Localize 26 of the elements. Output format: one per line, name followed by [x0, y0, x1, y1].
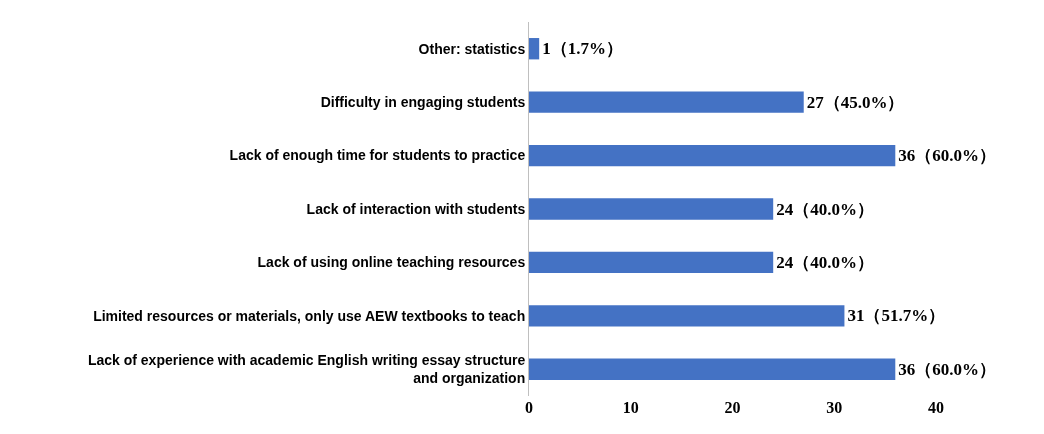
- x-tick-label: 30: [826, 399, 843, 416]
- bar: [529, 305, 845, 327]
- bar: [529, 251, 774, 274]
- y-tick-label: Other: statistics: [418, 40, 526, 57]
- data-label: 36（60.0%）: [898, 146, 997, 166]
- y-tick-label: Lack of experience with academic English writing essay structure and organization: [87, 352, 526, 387]
- bar: [529, 198, 774, 220]
- x-tick-label: 10: [622, 399, 639, 416]
- bar: [529, 38, 540, 60]
- x-tick-label: 40: [928, 399, 944, 416]
- data-label: 36（60.0%）: [898, 359, 997, 379]
- y-tick-label: Lack of enough time for students to practice: [229, 147, 526, 164]
- bar: [529, 144, 896, 167]
- data-label: 27（45.0%）: [806, 92, 905, 112]
- x-tick-label: 20: [724, 399, 741, 416]
- x-tick-label: 0: [525, 399, 533, 416]
- bar: [529, 358, 896, 380]
- data-label: 31（51.7%）: [847, 306, 946, 326]
- bar: [529, 91, 804, 113]
- y-tick-label: Limited resources or materials, only use AEW textbooks to teach: [93, 307, 526, 324]
- y-tick-label: Lack of using online teaching resources: [257, 254, 526, 271]
- data-label: 24（40.0%）: [776, 252, 874, 272]
- y-tick-label: Lack of interaction with students: [306, 200, 526, 217]
- data-label: 24（40.0%）: [776, 199, 874, 219]
- data-label: 1（1.7%）: [542, 39, 623, 59]
- y-tick-label: Difficulty in engaging students: [320, 94, 526, 111]
